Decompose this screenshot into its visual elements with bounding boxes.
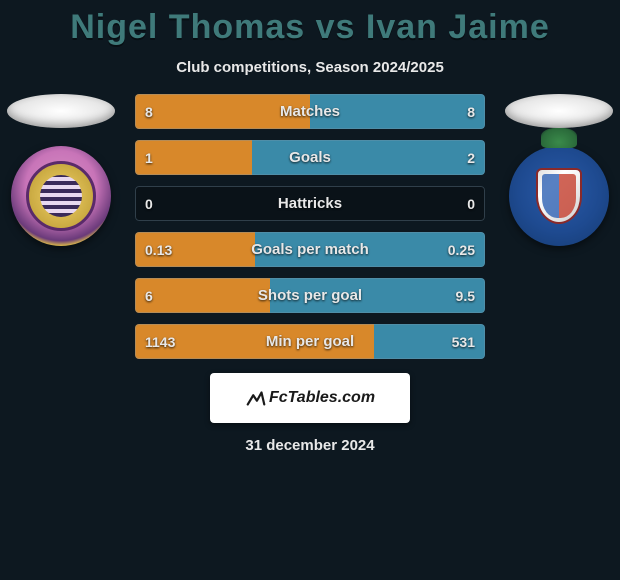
stat-label: Min per goal (135, 324, 485, 359)
stat-row: 12Goals (135, 140, 485, 175)
player-right-column (499, 94, 619, 246)
badge-right-dragon (541, 128, 577, 148)
date-text: 31 december 2024 (0, 437, 620, 454)
club-badge-left (11, 146, 111, 246)
stat-label: Goals (135, 140, 485, 175)
player-right-silhouette (505, 94, 613, 128)
stat-row: 00Hattricks (135, 186, 485, 221)
player-left-column (1, 94, 121, 246)
stats-panel: 88Matches 12Goals 00Hattricks 0.130.25Goals… (135, 94, 485, 359)
stat-label: Shots per goal (135, 278, 485, 313)
infographic-root: Nigel Thomas vs Ivan Jaime Club competit… (0, 0, 620, 454)
stat-row: 69.5Shots per goal (135, 278, 485, 313)
stat-label: Hattricks (135, 186, 485, 221)
subtitle: Club competitions, Season 2024/2025 (0, 59, 620, 76)
player-left-silhouette (7, 94, 115, 128)
stat-row: 88Matches (135, 94, 485, 129)
brand-text: FcTables.com (269, 389, 375, 407)
badge-right-shield (536, 168, 582, 224)
stat-label: Matches (135, 94, 485, 129)
club-badge-right (509, 146, 609, 246)
stat-label: Goals per match (135, 232, 485, 267)
stat-row: 1143531Min per goal (135, 324, 485, 359)
page-title: Nigel Thomas vs Ivan Jaime (0, 8, 620, 47)
stat-row: 0.130.25Goals per match (135, 232, 485, 267)
badge-left-ball (40, 175, 82, 217)
brand-logo-icon (245, 387, 267, 409)
main-row: 88Matches 12Goals 00Hattricks 0.130.25Goals… (0, 94, 620, 359)
brand-badge: FcTables.com (210, 373, 410, 423)
